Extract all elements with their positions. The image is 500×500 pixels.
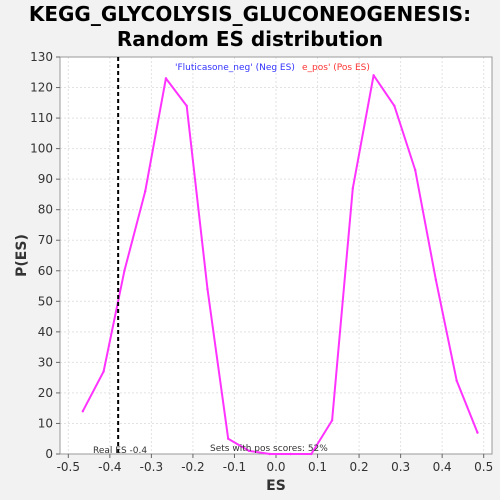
data-point — [123, 269, 126, 272]
data-point — [206, 287, 209, 291]
y-tick-label: 120 — [30, 81, 53, 95]
y-tick-label: 90 — [38, 172, 53, 186]
x-tick-label: 0.1 — [308, 460, 327, 474]
plot-area — [60, 57, 492, 454]
chart-title: KEGG_GLYCOLYSIS_GLUCONEOGENESIS: Random … — [0, 2, 500, 52]
data-point — [372, 74, 375, 77]
y-tick-label: 0 — [45, 447, 53, 461]
x-tick-label: 0.5 — [474, 460, 493, 474]
es-distribution-line — [81, 74, 479, 455]
y-tick-label: 70 — [38, 233, 53, 247]
pos-es-label: e_pos' (Pos ES) — [302, 63, 370, 73]
data-point — [185, 104, 188, 108]
y-tick-label: 110 — [30, 111, 53, 125]
y-tick-label: 80 — [38, 203, 53, 217]
y-tick-label: 50 — [38, 294, 53, 308]
data-point — [81, 410, 85, 413]
data-point — [164, 77, 168, 80]
y-tick-label: 30 — [38, 355, 53, 369]
chart-title-line-1: KEGG_GLYCOLYSIS_GLUCONEOGENESIS: — [28, 2, 472, 26]
data-point — [247, 449, 251, 453]
y-tick-label: 100 — [30, 142, 53, 156]
x-tick-label: -0.5 — [57, 460, 80, 474]
x-tick-label: -0.1 — [223, 460, 246, 474]
y-tick-label: 40 — [38, 325, 53, 339]
x-tick-label: -0.2 — [181, 460, 204, 474]
y-tick-label: 130 — [30, 50, 53, 64]
y-tick-label: 60 — [38, 264, 53, 278]
x-axis-label: ES — [266, 478, 286, 494]
data-point — [289, 452, 292, 456]
data-point — [351, 187, 355, 190]
data-point — [476, 431, 479, 434]
y-axis-label: P(ES) — [14, 234, 30, 277]
data-point — [455, 379, 458, 382]
data-point — [102, 370, 105, 373]
neg-es-label: 'Fluticasone_neg' (Neg ES) — [175, 63, 295, 73]
chart-title-line-2: Random ES distribution — [116, 27, 384, 51]
data-point — [330, 419, 334, 422]
y-axis-ticks: 0 10 20 30 40 50 60 70 80 90 100 110 120 130 — [30, 50, 60, 461]
data-point — [268, 452, 271, 456]
x-axis-ticks: -0.5 -0.4 -0.3 -0.2 -0.1 0.0 0.1 0.2 0.3 0.4 0.5 — [57, 454, 493, 474]
x-tick-label: 0.2 — [350, 460, 369, 474]
y-tick-label: 20 — [38, 386, 53, 400]
x-tick-label: 0.3 — [391, 460, 410, 474]
x-tick-label: -0.3 — [140, 460, 163, 474]
data-point — [227, 437, 230, 440]
data-point — [434, 278, 438, 282]
x-tick-label: -0.4 — [98, 460, 121, 474]
y-tick-label: 10 — [38, 416, 53, 430]
data-point — [413, 168, 417, 172]
data-point — [393, 104, 396, 108]
x-tick-label: 0.4 — [433, 460, 452, 474]
series-layer — [81, 74, 479, 456]
pos-scores-label: Sets with pos scores: 52% — [210, 444, 328, 454]
x-tick-label: 0.0 — [266, 460, 285, 474]
data-point — [143, 190, 147, 193]
real-es-label: Real ES -0.4 — [93, 446, 147, 456]
data-point — [310, 452, 313, 456]
